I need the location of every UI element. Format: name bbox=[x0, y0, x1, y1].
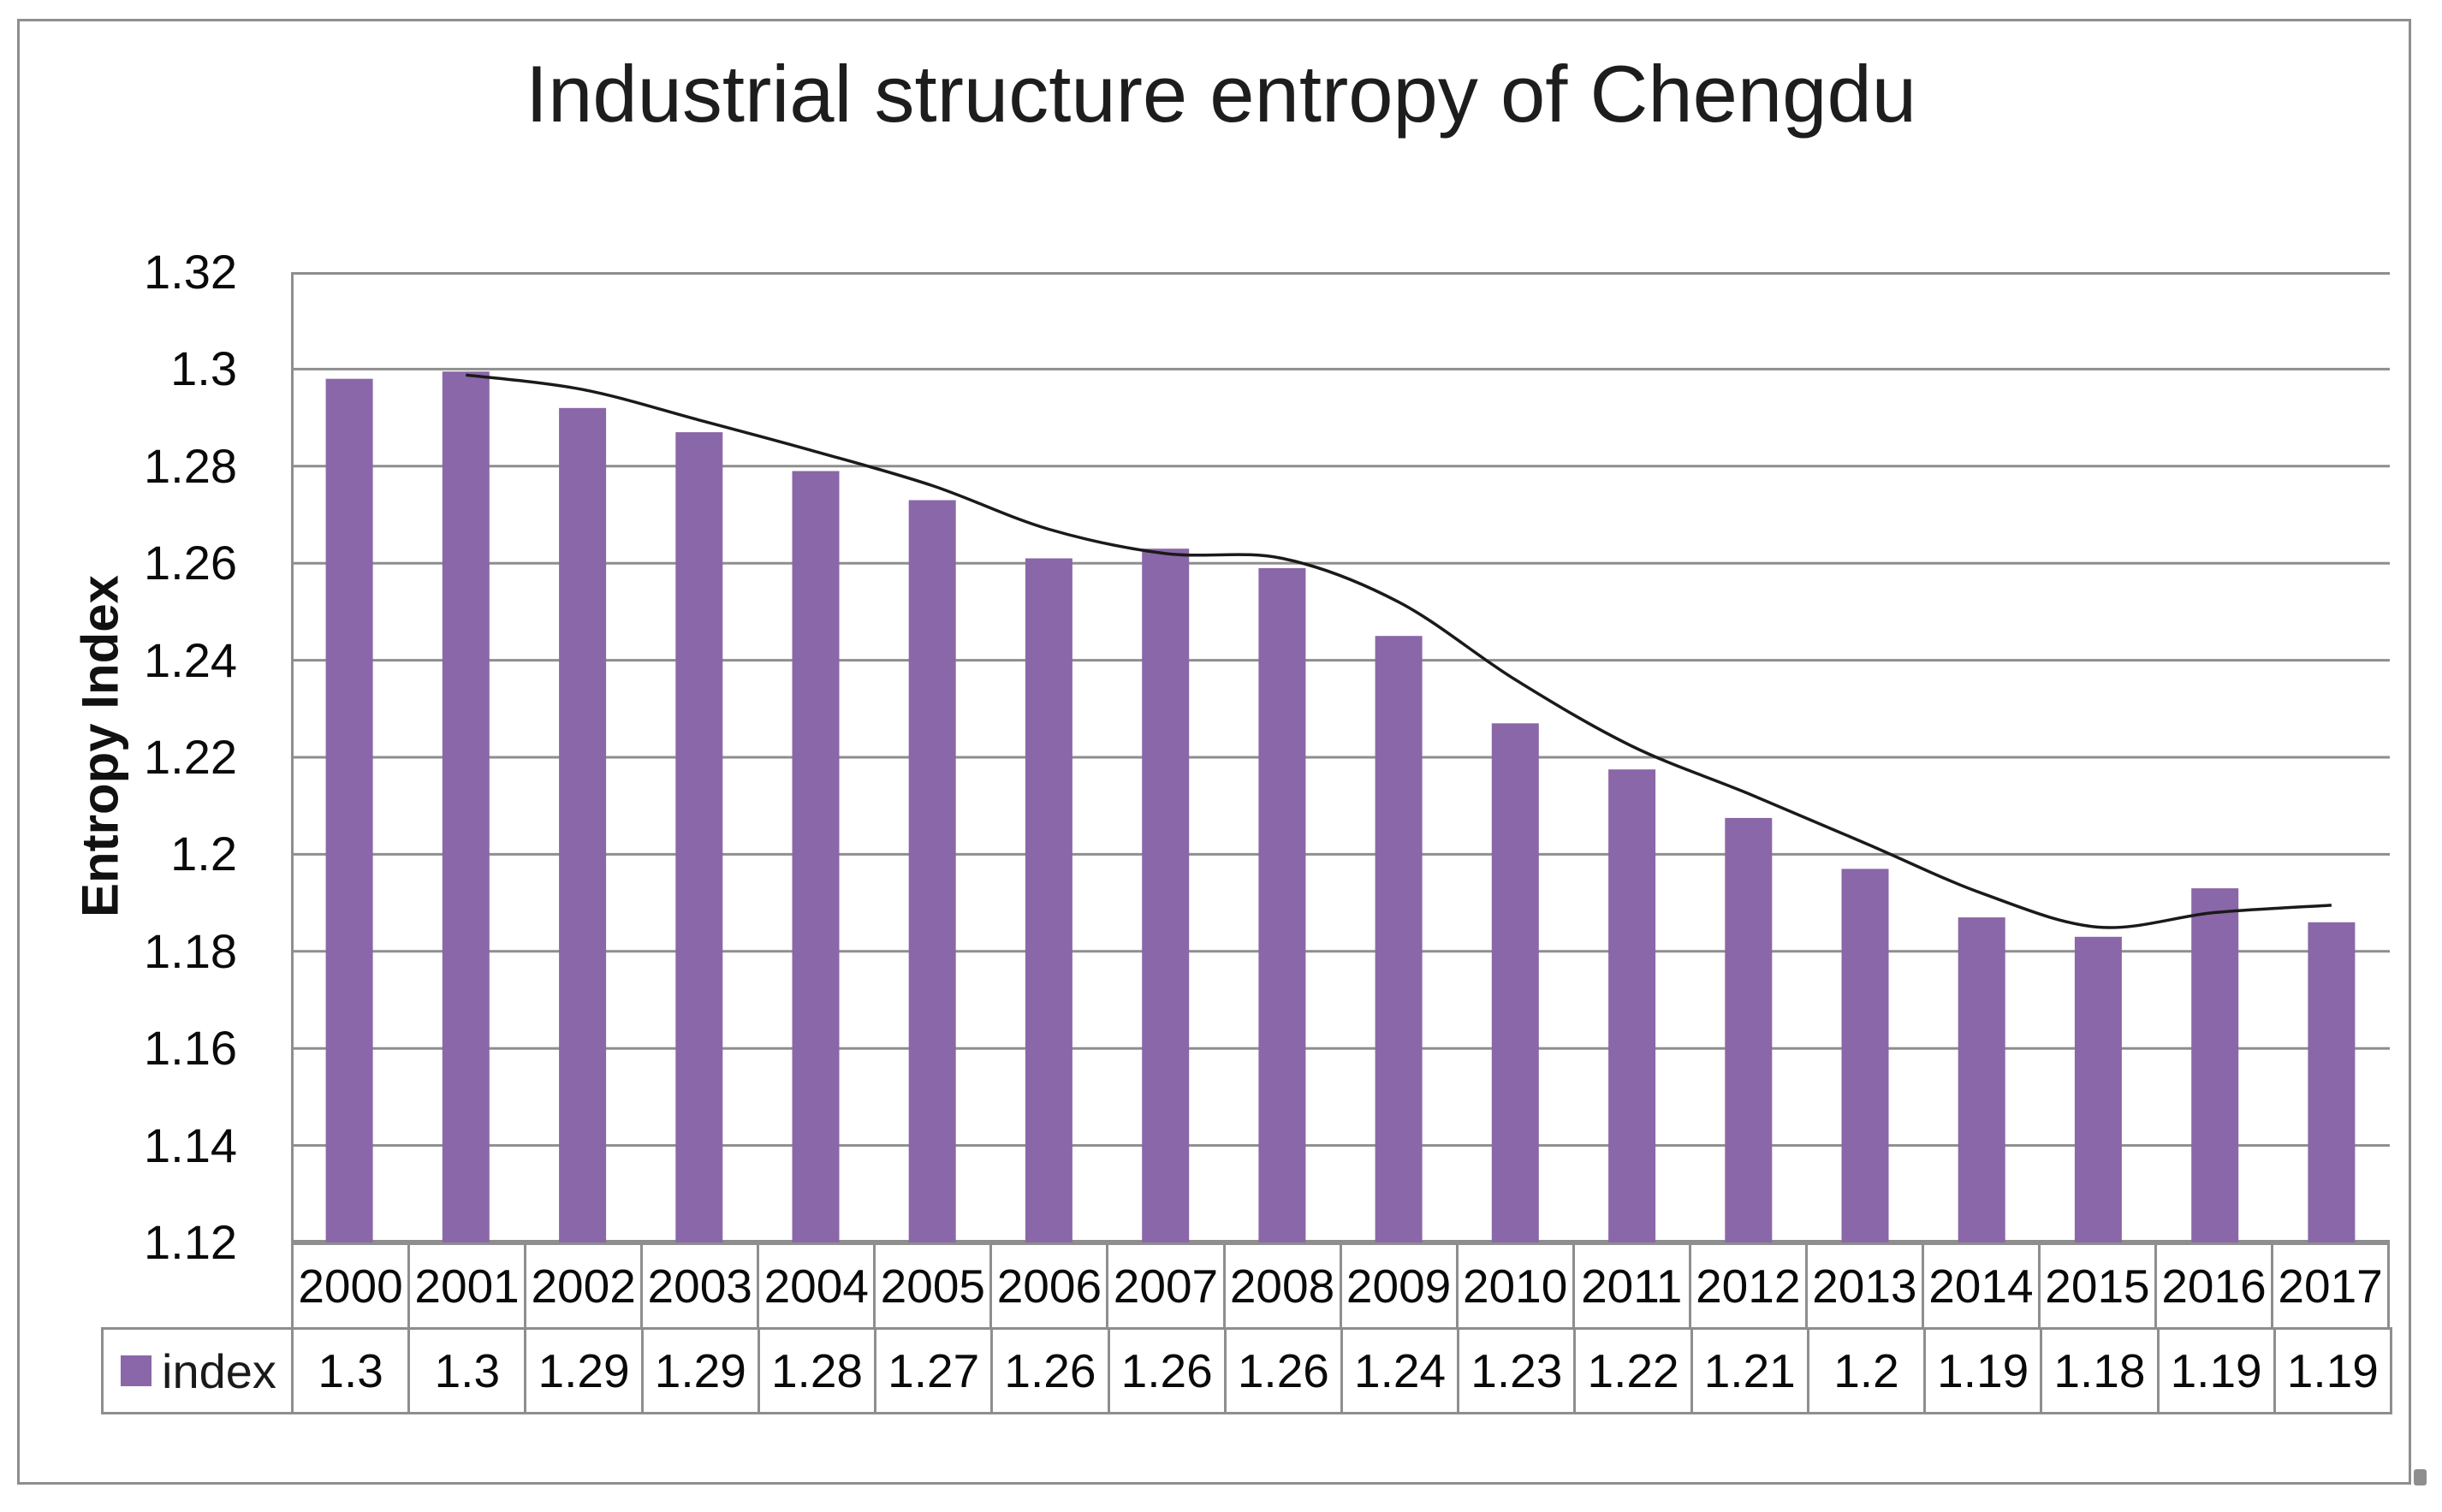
bar-2008 bbox=[1258, 567, 1306, 1242]
value-cell-2008: 1.26 bbox=[1223, 1330, 1340, 1412]
bar-2017 bbox=[2308, 922, 2356, 1242]
bar-2009 bbox=[1375, 636, 1423, 1242]
value-cell-2004: 1.28 bbox=[757, 1330, 874, 1412]
year-cell-2008: 2008 bbox=[1222, 1245, 1340, 1327]
year-cell-2017: 2017 bbox=[2271, 1245, 2391, 1327]
x-axis-year-row: 2000 2001 2002 2003 2004 2005 2006 2007 2008 2009… bbox=[291, 1242, 2391, 1327]
bar-2007 bbox=[1142, 548, 1190, 1242]
y-tick-label: 1.28 bbox=[144, 438, 237, 493]
chart-title: Industrial structure entropy of Chengdu bbox=[525, 49, 1917, 139]
bar-2011 bbox=[1608, 769, 1656, 1242]
y-tick-label: 1.12 bbox=[144, 1215, 237, 1269]
year-cell-2014: 2014 bbox=[1921, 1245, 2038, 1327]
bar-2014 bbox=[1958, 917, 2005, 1242]
bar-2006 bbox=[1025, 558, 1072, 1242]
value-cell-2005: 1.27 bbox=[874, 1330, 990, 1412]
bar-2012 bbox=[1725, 817, 1773, 1242]
chart-frame bbox=[17, 19, 2411, 1485]
trend-line bbox=[466, 373, 2332, 929]
resize-handle-mark bbox=[2414, 1469, 2427, 1485]
value-cell-2009: 1.24 bbox=[1340, 1330, 1457, 1412]
value-cell-2012: 1.21 bbox=[1690, 1330, 1807, 1412]
y-tick-label: 1.26 bbox=[144, 536, 237, 590]
year-cell-2009: 2009 bbox=[1339, 1245, 1456, 1327]
y-tick-label: 1.18 bbox=[144, 923, 237, 978]
bar-2000 bbox=[325, 378, 373, 1242]
legend-cell: index bbox=[104, 1330, 291, 1412]
value-cell-2003: 1.29 bbox=[640, 1330, 758, 1412]
y-tick-label: 1.24 bbox=[144, 632, 237, 687]
plot-area bbox=[291, 272, 2390, 1242]
value-cell-2002: 1.29 bbox=[524, 1330, 640, 1412]
value-cell-2017: 1.19 bbox=[2273, 1330, 2390, 1412]
year-cell-2012: 2012 bbox=[1688, 1245, 1805, 1327]
bar-2003 bbox=[675, 432, 723, 1242]
value-cell-2015: 1.18 bbox=[2040, 1330, 2156, 1412]
year-cell-2011: 2011 bbox=[1572, 1245, 1689, 1327]
y-tick-label: 1.22 bbox=[144, 730, 237, 784]
year-cell-2000: 2000 bbox=[291, 1245, 407, 1327]
year-cell-2006: 2006 bbox=[989, 1245, 1106, 1327]
year-cell-2010: 2010 bbox=[1455, 1245, 1572, 1327]
bar-2013 bbox=[1841, 869, 1889, 1242]
bar-2005 bbox=[908, 500, 956, 1242]
bar-2001 bbox=[442, 371, 490, 1242]
year-cell-2005: 2005 bbox=[873, 1245, 989, 1327]
value-cell-2001: 1.3 bbox=[407, 1330, 524, 1412]
data-table-row: index 1.3 1.3 1.29 1.29 1.28 1.27 1.26 1.26 1.26… bbox=[101, 1327, 2392, 1414]
bar-2016 bbox=[2191, 888, 2239, 1242]
value-cell-2000: 1.3 bbox=[291, 1330, 407, 1412]
year-cell-2013: 2013 bbox=[1804, 1245, 1922, 1327]
y-tick-label: 1.32 bbox=[144, 245, 237, 299]
y-tick-label: 1.2 bbox=[170, 827, 237, 881]
legend-swatch-icon bbox=[121, 1355, 152, 1386]
year-cell-2007: 2007 bbox=[1106, 1245, 1222, 1327]
bar-2010 bbox=[1491, 723, 1539, 1242]
value-cell-2011: 1.22 bbox=[1573, 1330, 1690, 1412]
y-tick-label: 1.14 bbox=[144, 1118, 237, 1172]
value-cell-2007: 1.26 bbox=[1107, 1330, 1224, 1412]
year-cell-2001: 2001 bbox=[407, 1245, 524, 1327]
year-cell-2002: 2002 bbox=[524, 1245, 640, 1327]
y-tick-label: 1.16 bbox=[144, 1021, 237, 1076]
year-cell-2015: 2015 bbox=[2037, 1245, 2154, 1327]
year-cell-2016: 2016 bbox=[2154, 1245, 2271, 1327]
value-cell-2014: 1.19 bbox=[1923, 1330, 2040, 1412]
bar-2004 bbox=[792, 471, 840, 1242]
value-cell-2010: 1.23 bbox=[1457, 1330, 1573, 1412]
y-tick-label: 1.3 bbox=[170, 341, 237, 396]
year-cell-2003: 2003 bbox=[640, 1245, 757, 1327]
value-cell-2016: 1.19 bbox=[2156, 1330, 2273, 1412]
value-cell-2013: 1.2 bbox=[1806, 1330, 1923, 1412]
legend-label: index bbox=[162, 1343, 276, 1398]
value-cell-2006: 1.26 bbox=[990, 1330, 1107, 1412]
bar-2002 bbox=[559, 407, 607, 1242]
year-cell-2004: 2004 bbox=[757, 1245, 873, 1327]
bar-2015 bbox=[2074, 936, 2122, 1242]
